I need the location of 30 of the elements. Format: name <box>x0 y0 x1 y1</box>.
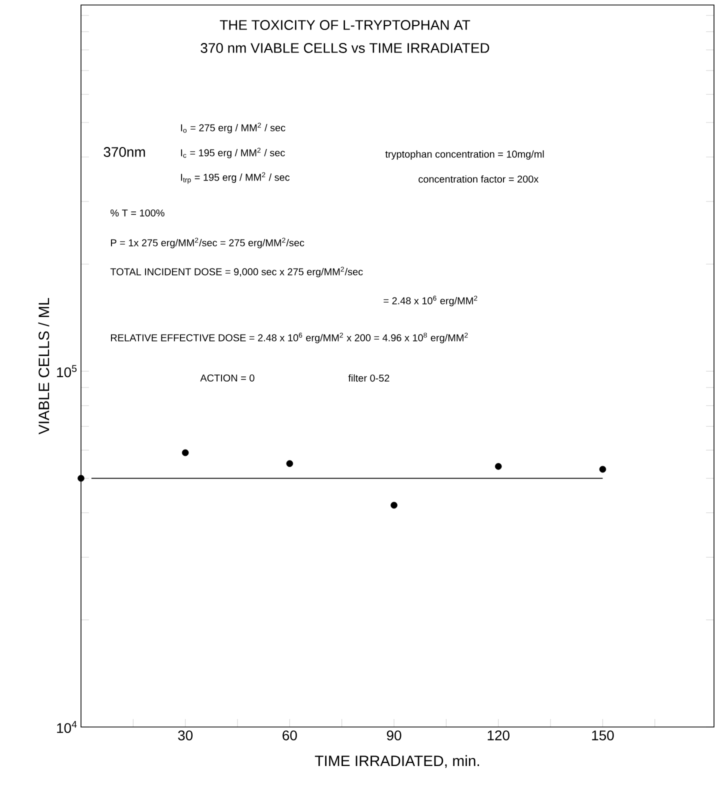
y-tick-label: 10$^{5}$ <box>57 365 77 378</box>
x-axis-title: TIME IRRADIATED, min. <box>314 755 480 768</box>
point <box>599 466 606 473</box>
text: 370 nm VIABLE CELLS vs TIME IRRADIATED <box>200 43 490 53</box>
annotation: P = 1x 275 erg/MM$^{2}$/sec = 275 erg/MM$^{2}$/sec <box>111 238 304 248</box>
y-tick-label: 10$^{4}$ <box>57 720 77 734</box>
annotation: RELATIVE EFFECTIVE DOSE = 2.48 x 10$^{6}$ erg/MM$^{2}$ x 200 = 4.96 x 10$^{8}$ erg/MM$^{2}$ <box>111 332 468 344</box>
annotation: filter 0-52 <box>348 374 390 382</box>
annotation: ACTION = 0 <box>200 374 254 382</box>
x-tick-label: 30 <box>178 730 193 740</box>
annotation: I$_{o}$ = 275 erg / MM$^{2}$ / sec <box>181 122 286 134</box>
point <box>286 460 294 467</box>
annotation: tryptophan concentration = 10mg/ml <box>385 150 544 160</box>
point <box>182 449 189 456</box>
annotation: I$_{c}$ = 195 erg / MM$^{2}$ / sec <box>181 148 285 158</box>
annotation: concentration factor = 200x <box>418 175 539 183</box>
point <box>390 502 398 509</box>
point <box>494 463 502 470</box>
point <box>78 474 84 482</box>
annotation: = 2.48 x 10$^{6}$ erg/MM$^{2}$ <box>384 296 478 306</box>
x-tick-label: 150 <box>592 730 614 740</box>
annotation: 370nm <box>104 147 145 157</box>
annotation: I$_{trp}$ = 195 erg / MM$^{2}$ / sec <box>181 172 290 184</box>
annotation: TOTAL INCIDENT DOSE = 9,000 sec x 275 erg/MM$^{2}$/sec <box>110 266 363 278</box>
annotation: % T = 100% <box>110 209 164 217</box>
y-axis-title: VIABLE CELLS / ML <box>38 298 50 434</box>
text: THE TOXICITY OF L-TRYPTOPHAN AT <box>220 20 470 30</box>
x-tick-label: 60 <box>282 730 297 740</box>
x-tick-label: 90 <box>386 730 402 740</box>
x-tick-label: 120 <box>488 730 510 740</box>
